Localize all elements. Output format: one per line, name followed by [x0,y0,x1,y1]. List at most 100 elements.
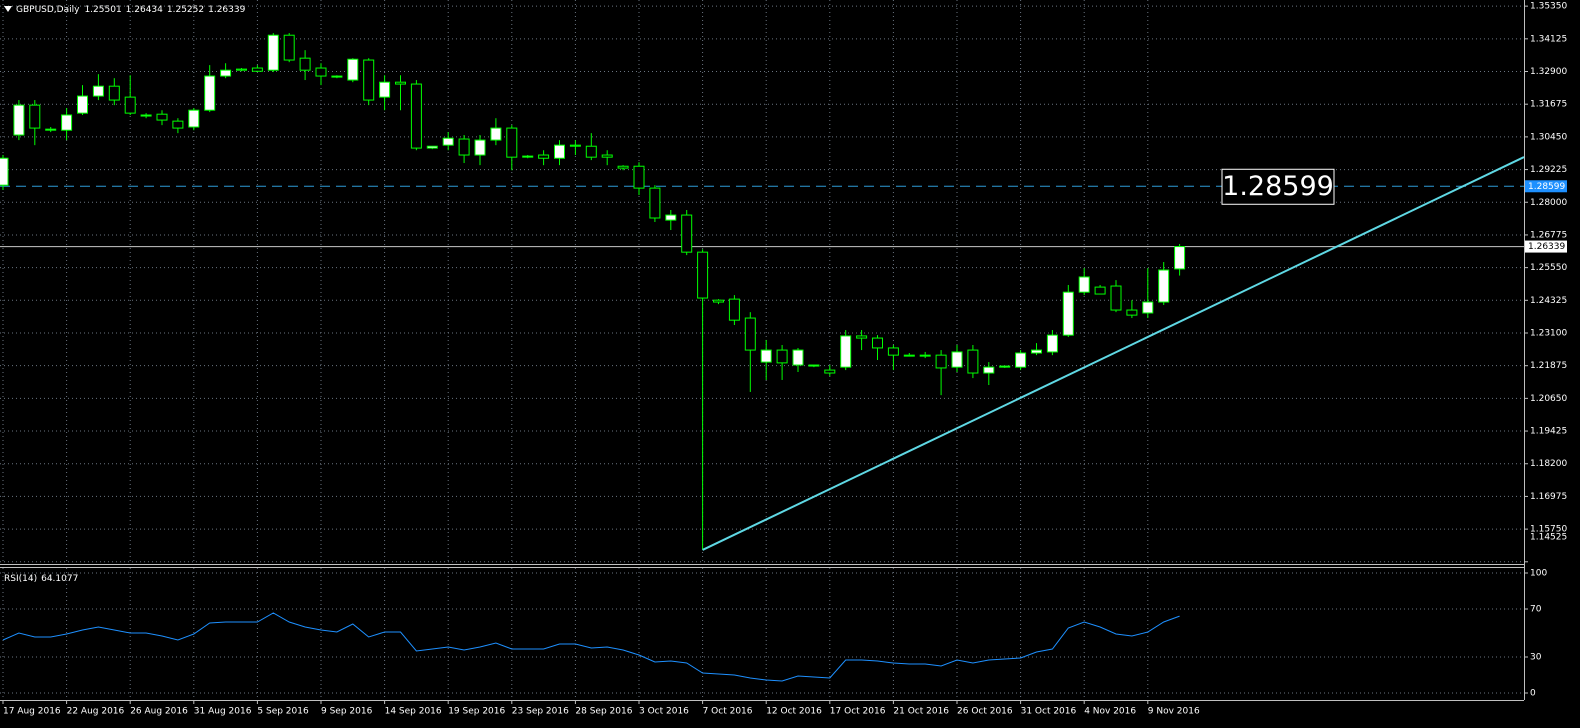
candle-body [140,114,152,117]
y-tick-label: 1.34125 [1530,34,1567,44]
candle-body [379,81,391,98]
candle-body [410,83,422,149]
x-tick-label: 28 Sep 2016 [575,707,632,717]
candle-body [1174,246,1186,270]
candle-body [156,113,168,121]
candle-body [697,251,709,299]
y-tick-label: 1.15750 [1530,525,1567,535]
candle-body [188,109,200,128]
y-tick-label: 1.24325 [1530,296,1567,306]
candle-body [522,155,534,158]
y-tick-label: 1.14525 [1530,533,1567,543]
candle-body [776,349,788,364]
x-tick-label: 12 Oct 2016 [766,707,822,717]
candle-body [45,128,57,131]
candle-body [1142,301,1154,314]
candle-body [601,154,613,158]
candle-body [347,58,359,81]
x-tick-label: 9 Nov 2016 [1148,707,1200,717]
candle-body [92,85,104,97]
candle-body [569,144,581,147]
candle-body [633,165,645,189]
candle-body [363,59,375,101]
last-low: 1.25252 [167,5,204,15]
candle-body [903,354,915,357]
candle-body [458,138,470,156]
price-label-text: 1.28599 [1222,171,1334,202]
trendline [702,156,1525,551]
candle-body [61,114,73,131]
y-tick-label: 1.32900 [1530,67,1567,77]
candle-body [29,104,41,129]
candle-body [1031,349,1042,354]
candle-body [554,144,565,159]
candle-body [887,347,899,356]
y-tick-label: 1.35350 [1530,2,1567,12]
indicator-title: RSI(14) [4,574,37,584]
last-open: 1.25501 [84,5,121,15]
candle-body [299,57,311,71]
candle-body [315,67,327,77]
y-tick-label: 1.26775 [1530,230,1567,240]
candle-body [172,120,184,129]
y-tick-label: 1.18200 [1530,459,1567,469]
y-tick-label: 1.23100 [1530,328,1567,338]
chart-title: GBPUSD,Daily [16,5,80,15]
last-close: 1.26339 [208,5,245,15]
indicator-header: RSI(14) 64.1077 [4,574,78,584]
candle-body [220,69,232,77]
x-tick-label: 4 Nov 2016 [1084,707,1136,717]
y-tick-label: 1.31675 [1530,100,1567,110]
y-tick-label: 1.29225 [1530,165,1567,175]
candle-body [1062,291,1074,336]
candle-body [728,298,740,321]
price-tag [1525,240,1567,253]
candle-body [872,337,883,349]
chart-header: GBPUSD,Daily 1.25501 1.26434 1.25252 1.26339 [16,5,246,15]
x-tick-label: 23 Sep 2016 [512,707,569,717]
candle-body [1094,286,1106,295]
candle-body [824,369,836,374]
candle-body [395,81,406,85]
candle-body [919,354,931,357]
candle-body [283,34,295,61]
y-tick-label: 1.19425 [1530,427,1567,437]
candle-body [538,154,550,159]
price-tag-label: 1.26339 [1528,242,1565,252]
candle-body [1046,334,1058,353]
y-tick-label: 0 [1530,689,1536,699]
x-tick-label: 31 Oct 2016 [1021,707,1077,717]
indicator-last-value: 64.1077 [41,574,78,584]
candle-body [1015,352,1027,368]
candle-body [1078,276,1090,293]
candle-body [506,127,518,158]
x-tick-label: 9 Sep 2016 [321,707,373,717]
candle-body [490,127,502,141]
x-tick-label: 31 Aug 2016 [194,707,252,717]
y-tick-label: 1.21875 [1530,361,1567,371]
candle-body [649,187,661,219]
y-tick-label: 1.25550 [1530,263,1567,273]
candle-body [108,85,120,101]
candle-body [935,354,947,369]
x-tick-label: 21 Oct 2016 [893,707,949,717]
candle-body [236,68,247,71]
x-tick-label: 3 Oct 2016 [639,707,689,717]
candle-body [1126,309,1138,316]
menu-icon[interactable] [4,6,12,12]
candle-body [251,67,263,72]
price-label-box [1221,168,1335,205]
candle-body [840,335,852,368]
candle-body [983,366,995,374]
candle-body [967,349,979,374]
y-tick-label: 30 [1530,653,1542,663]
candle-body [1110,285,1122,311]
x-tick-label: 17 Aug 2016 [3,707,61,717]
x-tick-label: 26 Oct 2016 [957,707,1013,717]
candle-body [713,299,724,303]
y-tick-label: 1.28000 [1530,198,1567,208]
marks-layer [0,33,1525,682]
candle-body [808,364,820,367]
x-tick-label: 7 Oct 2016 [703,707,753,717]
